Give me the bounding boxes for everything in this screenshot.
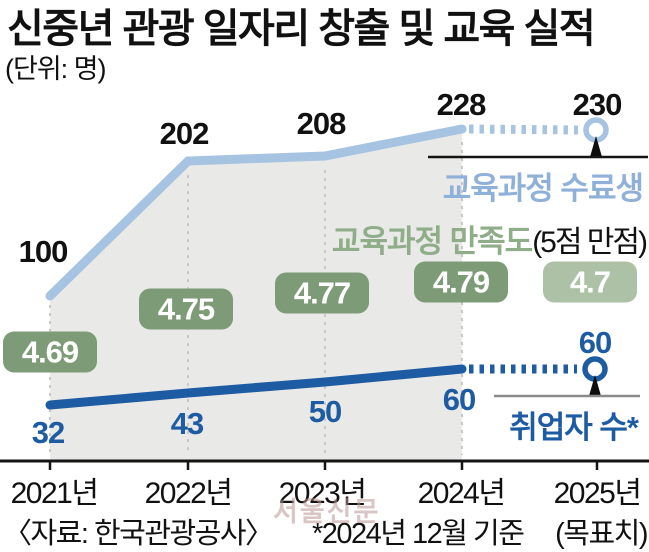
completion-projection-dotted xyxy=(468,124,579,135)
legend-completion-series: 교육과정 수료생 xyxy=(442,171,644,206)
legend-satisfaction-scale: (5점 만점) xyxy=(532,226,648,259)
source-credit: 〈자료: 한국관광공사〉 xyxy=(3,518,274,550)
employment-line xyxy=(45,364,467,410)
completion-line xyxy=(45,124,467,301)
legend-employment-series: 취업자 수* xyxy=(509,410,639,445)
legend-satisfaction-name: 교육과정 만족도 xyxy=(331,224,533,259)
footnote-asterisk: *2024년 12월 기준 xyxy=(312,518,525,550)
unit-label: (단위: 명) xyxy=(5,54,107,84)
completion-area-fill xyxy=(50,129,462,461)
target-label: (목표치) xyxy=(555,518,648,550)
page-title: 신중년 관광 일자리 창출 및 교육 실적 xyxy=(7,7,596,51)
completion-pointer-triangle xyxy=(590,136,602,157)
employment-pointer-triangle xyxy=(589,375,601,396)
legend-satisfaction-series: 교육과정 만족도(5점 만점) xyxy=(331,216,648,261)
newspaper-watermark: 서울신문 xyxy=(273,497,381,527)
